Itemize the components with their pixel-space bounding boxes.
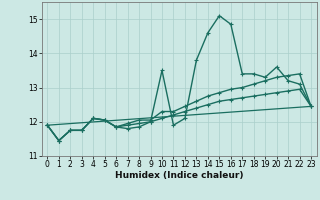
X-axis label: Humidex (Indice chaleur): Humidex (Indice chaleur): [115, 171, 244, 180]
